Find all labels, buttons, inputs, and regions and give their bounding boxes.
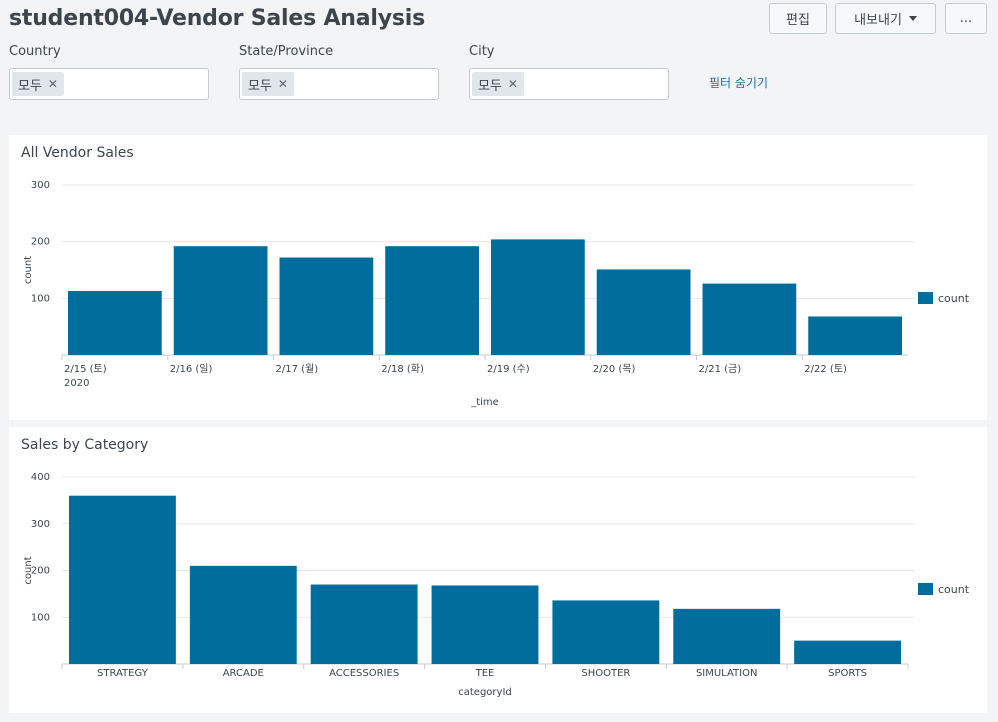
bar (310, 584, 418, 664)
bar (385, 246, 479, 355)
bar (808, 316, 902, 355)
token-label: 모두 (248, 78, 272, 94)
x-tick-label: 2/22 (토) (804, 364, 847, 375)
legend-swatch (918, 583, 933, 595)
country-multiselect[interactable]: 모두 ✕ (9, 68, 209, 100)
dashboard-title: student004-Vendor Sales Analysis (9, 6, 426, 31)
edit-button[interactable]: 편집 (769, 3, 827, 34)
bar (69, 495, 176, 664)
x-tick-label: 2/17 (월) (276, 363, 319, 375)
x-tick-label: SHOOTER (581, 668, 630, 679)
filter-label-state-province: State/Province (239, 44, 334, 59)
y-axis-title: count (23, 556, 34, 584)
x-tick-label: STRATEGY (97, 668, 149, 679)
y-tick-label: 100 (31, 612, 50, 623)
x-tick-year-label: 2020 (64, 378, 89, 389)
remove-token-icon[interactable]: ✕ (47, 77, 58, 91)
hide-filters-link[interactable]: 필터 숨기기 (709, 76, 769, 90)
more-actions-button[interactable]: ... (945, 3, 987, 34)
token-chip: 모두 ✕ (242, 72, 294, 96)
bar (596, 269, 691, 355)
x-tick-label: ARCADE (223, 668, 264, 679)
filter-label-city: City (469, 44, 495, 59)
bar (189, 565, 297, 664)
y-tick-label: 300 (31, 519, 50, 530)
panel-all-vendor-sales: 100 200 300 2/15 (토) 2/16 (일) 2/17 (월) 2/18 (화… (9, 135, 987, 420)
x-tick-label: SIMULATION (696, 668, 758, 679)
x-axis-title: categoryId (458, 687, 512, 698)
y-tick-label: 400 (31, 472, 50, 483)
x-tick-label: 2/21 (금) (699, 363, 742, 375)
city-multiselect[interactable]: 모두 ✕ (469, 68, 669, 100)
y-tick-label: 100 (31, 293, 50, 304)
token-chip: 모두 ✕ (12, 72, 64, 96)
bar (794, 640, 901, 664)
caret-down-icon (908, 16, 917, 21)
bar (173, 246, 268, 355)
all-vendor-sales-chart: 100 200 300 2/15 (토) 2/16 (일) 2/17 (월) 2/18 (화… (23, 180, 970, 408)
legend-label: count (938, 292, 970, 305)
token-label: 모두 (478, 78, 502, 94)
panel-title: All Vendor Sales (21, 145, 134, 161)
x-axis-title: _time (470, 397, 499, 408)
y-axis-title: count (23, 256, 34, 284)
bar (279, 257, 374, 355)
x-tick-label: 2/19 (수) (487, 363, 530, 375)
state-province-multiselect[interactable]: 모두 ✕ (239, 68, 439, 100)
bar (552, 600, 660, 664)
x-tick-label: 2/18 (화) (381, 363, 424, 375)
sales-by-category-chart: 100 200 300 400 STRATEGY ARCADE ACCESSORIES TEE… (23, 472, 970, 698)
token-chip: 모두 ✕ (472, 72, 524, 96)
legend-swatch (918, 292, 933, 304)
bar (431, 585, 539, 664)
export-button-label: 내보내기 (854, 13, 902, 28)
bar (491, 239, 585, 355)
legend-label: count (938, 583, 970, 596)
x-tick-label: 2/20 (목) (593, 363, 636, 375)
filter-state-province: State/Province 모두 ✕ (239, 44, 439, 100)
y-tick-label: 200 (31, 237, 50, 248)
x-tick-label: ACCESSORIES (329, 668, 399, 679)
remove-token-icon[interactable]: ✕ (277, 77, 288, 91)
filter-city: City 모두 ✕ (469, 44, 669, 100)
x-tick-label: 2/15 (토) (64, 364, 107, 375)
filter-country: Country 모두 ✕ (9, 44, 209, 100)
token-label: 모두 (18, 78, 42, 94)
y-tick-label: 200 (31, 566, 50, 577)
x-tick-label: 2/16 (일) (170, 363, 213, 375)
x-tick-label: SPORTS (828, 668, 867, 679)
x-tick-label: TEE (475, 668, 495, 679)
panel-sales-by-category: 100 200 300 400 STRATEGY ARCADE ACCESSORIES TEE… (9, 427, 987, 713)
bar (702, 283, 797, 355)
panel-title: Sales by Category (21, 437, 149, 453)
export-button[interactable]: 내보내기 (835, 3, 936, 34)
remove-token-icon[interactable]: ✕ (507, 77, 518, 91)
bar (68, 290, 162, 355)
y-tick-label: 300 (31, 180, 50, 191)
filter-label-country: Country (9, 44, 61, 59)
bar (673, 608, 781, 664)
